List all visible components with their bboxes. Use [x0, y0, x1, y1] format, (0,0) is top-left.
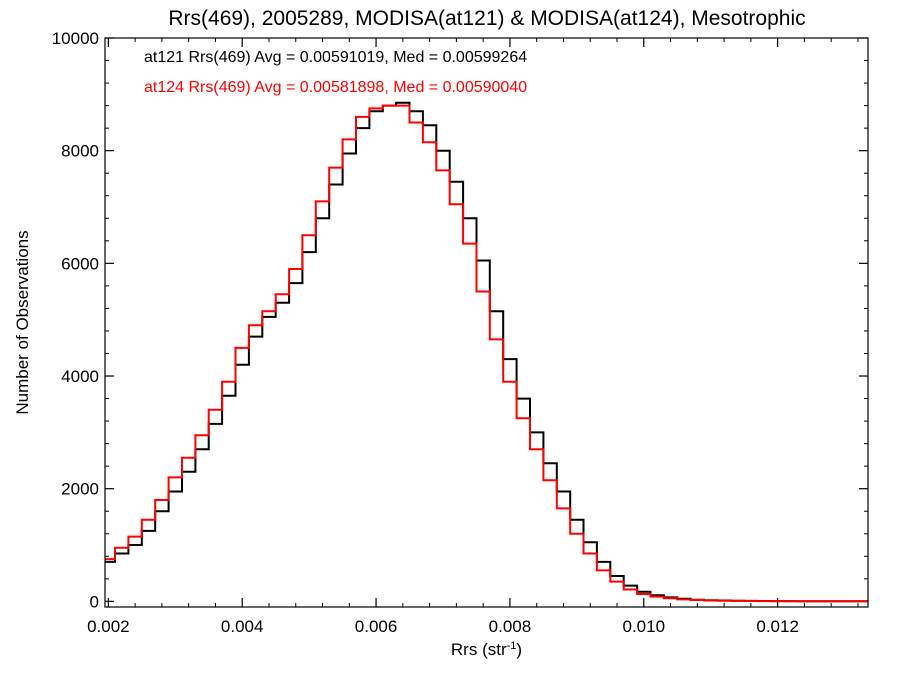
- axis-ticks: [105, 37, 868, 607]
- y-tick-label: 0: [90, 592, 99, 611]
- x-tick-label: 0.004: [221, 617, 264, 636]
- series-layer: [105, 101, 868, 603]
- y-tick-label: 6000: [61, 254, 99, 273]
- series-1-line: [105, 104, 868, 603]
- y-tick-label: 8000: [61, 142, 99, 161]
- y-tick-label: 4000: [61, 367, 99, 386]
- legend-entry-1: at124 Rrs(469) Avg = 0.00581898, Med = 0…: [144, 79, 527, 96]
- x-axis-label: Rrs (str-1): [451, 640, 522, 659]
- x-tick-label: 0.010: [623, 617, 666, 636]
- y-axis-label: Number of Observations: [13, 230, 32, 414]
- y-tick-label: 10000: [52, 29, 99, 48]
- y-tick-label: 2000: [61, 480, 99, 499]
- x-tick-label: 0.002: [87, 617, 130, 636]
- legend: at121 Rrs(469) Avg = 0.00591019, Med = 0…: [144, 49, 527, 96]
- x-tick-label: 0.012: [756, 617, 799, 636]
- y-tick-labels: 0 2000 4000 6000 8000 10000: [52, 29, 99, 611]
- legend-entry-0: at121 Rrs(469) Avg = 0.00591019, Med = 0…: [144, 49, 527, 66]
- chart-title: Rrs(469), 2005289, MODISA(at121) & MODIS…: [168, 7, 805, 30]
- x-tick-label: 0.008: [489, 617, 532, 636]
- plot-frame: [104, 37, 869, 608]
- x-tick-labels: 0.002 0.004 0.006 0.008 0.010 0.012: [87, 617, 799, 636]
- series-0-line: [105, 101, 868, 603]
- x-tick-label: 0.006: [355, 617, 398, 636]
